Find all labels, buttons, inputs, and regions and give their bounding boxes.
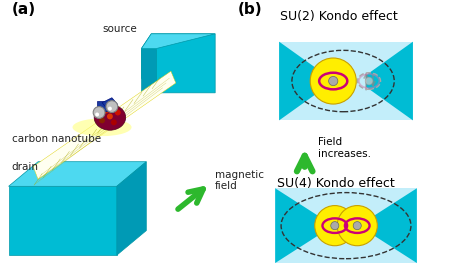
Circle shape xyxy=(328,76,337,86)
Polygon shape xyxy=(275,188,324,263)
Circle shape xyxy=(95,113,99,116)
Polygon shape xyxy=(279,42,325,120)
Polygon shape xyxy=(279,42,412,120)
Circle shape xyxy=(364,77,372,85)
Circle shape xyxy=(314,206,354,246)
Circle shape xyxy=(352,222,360,230)
Polygon shape xyxy=(9,186,116,255)
Circle shape xyxy=(108,107,112,111)
Polygon shape xyxy=(141,34,215,48)
Circle shape xyxy=(106,101,118,113)
Text: magnetic
field: magnetic field xyxy=(215,170,263,191)
Circle shape xyxy=(99,117,105,123)
Text: carbon nanotube: carbon nanotube xyxy=(12,134,101,144)
Polygon shape xyxy=(9,162,146,186)
Circle shape xyxy=(309,58,355,104)
Ellipse shape xyxy=(94,105,125,130)
Circle shape xyxy=(115,109,120,116)
Text: Field
increases.: Field increases. xyxy=(318,137,371,159)
Text: drain: drain xyxy=(12,162,38,171)
Ellipse shape xyxy=(72,118,131,136)
Text: source: source xyxy=(102,24,137,34)
Polygon shape xyxy=(33,71,175,179)
Polygon shape xyxy=(97,101,109,111)
Circle shape xyxy=(110,120,116,125)
Text: (b): (b) xyxy=(237,2,262,17)
Text: SU(2) Kondo effect: SU(2) Kondo effect xyxy=(280,10,397,23)
Polygon shape xyxy=(141,34,215,93)
Circle shape xyxy=(103,108,109,113)
Circle shape xyxy=(336,206,377,246)
Polygon shape xyxy=(365,42,412,120)
Text: SU(4) Kondo effect: SU(4) Kondo effect xyxy=(276,177,394,190)
Polygon shape xyxy=(275,188,416,263)
Circle shape xyxy=(93,107,105,118)
Polygon shape xyxy=(102,98,118,109)
Polygon shape xyxy=(141,48,156,93)
Polygon shape xyxy=(116,162,146,255)
Text: (a): (a) xyxy=(12,2,36,17)
Polygon shape xyxy=(367,188,416,263)
Circle shape xyxy=(330,222,338,230)
Circle shape xyxy=(107,113,113,120)
